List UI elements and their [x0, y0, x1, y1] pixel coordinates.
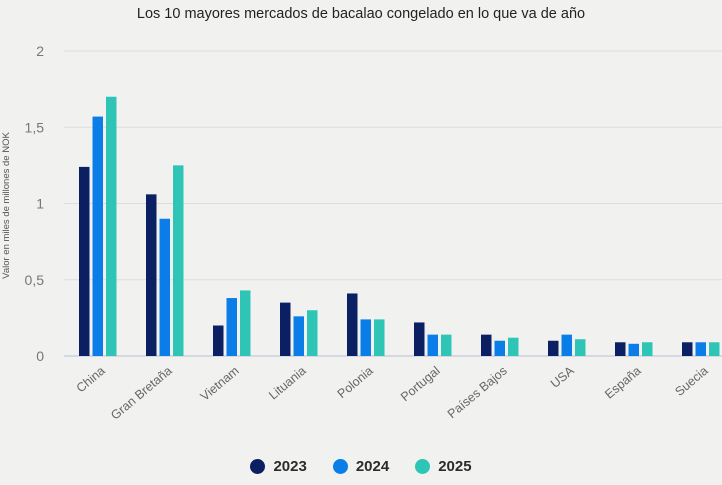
bar-2023-4 [347, 293, 358, 356]
x-tick-label: Portugal [398, 364, 443, 405]
bar-2023-3 [280, 302, 291, 356]
bar-2025-4 [374, 319, 385, 356]
bar-2025-5 [441, 334, 452, 356]
bar-2025-8 [642, 342, 653, 356]
bar-2025-7 [575, 339, 586, 356]
x-tick-label: USA [548, 363, 577, 391]
y-tick-label: 1 [36, 196, 44, 212]
bar-2025-0 [106, 96, 117, 356]
bar-chart: 0 0,5 1 1,5 2 China Gran Bretaña Vietnam Lituani… [25, 43, 722, 423]
chart-title: Los 10 mayores mercados de bacalao conge… [136, 6, 586, 22]
legend-item-2024[interactable]: 2024 [332, 458, 390, 475]
y-tick-label: 0,5 [25, 272, 45, 288]
bar-2025-2 [240, 290, 251, 356]
bar-2024-6 [494, 340, 505, 356]
x-tick-label: Gran Bretaña [108, 364, 175, 423]
bar-2024-1 [159, 218, 170, 356]
bar-2023-8 [615, 342, 626, 356]
legend-label: 2023 [273, 458, 307, 475]
legend-dot-icon [332, 459, 348, 474]
legend: 2023 2024 2025 [0, 458, 722, 475]
bar-2023-5 [414, 322, 425, 356]
bar-2025-6 [508, 337, 519, 356]
legend-label: 2025 [438, 458, 472, 475]
bar-2023-6 [481, 334, 492, 356]
bar-2025-9 [709, 342, 720, 356]
bar-2025-1 [173, 165, 184, 356]
x-tick-label: España [602, 364, 644, 402]
y-tick-label: 0 [36, 348, 44, 364]
x-tick-label: Suecia [672, 364, 710, 399]
legend-label: 2024 [355, 458, 390, 475]
bar-2024-8 [628, 343, 639, 356]
x-tick-label: Lituania [266, 364, 309, 403]
x-tick-label: Países Bajos [445, 364, 510, 422]
bar-2024-3 [293, 316, 304, 356]
bar-2024-0 [92, 116, 103, 356]
bar-2024-9 [695, 342, 706, 356]
bar-2023-0 [79, 166, 90, 356]
x-tick-label: Vietnam [198, 364, 242, 404]
legend-dot-icon [415, 459, 431, 474]
y-tick-label: 1,5 [25, 119, 45, 135]
bar-2024-7 [561, 334, 572, 356]
bar-2023-9 [682, 342, 693, 356]
bar-2024-4 [360, 319, 371, 356]
bar-2024-5 [427, 334, 438, 356]
y-tick-label: 2 [36, 43, 44, 59]
bar-2023-1 [146, 194, 157, 356]
legend-item-2023[interactable]: 2023 [250, 458, 307, 475]
bar-2025-3 [307, 310, 318, 356]
x-tick-label: China [74, 364, 108, 396]
legend-dot-icon [250, 459, 266, 474]
bar-2023-2 [213, 325, 224, 356]
bar-2023-7 [548, 340, 559, 356]
legend-item-2025[interactable]: 2025 [415, 458, 472, 475]
bar-2024-2 [226, 298, 237, 356]
x-tick-label: Polonia [335, 364, 376, 402]
